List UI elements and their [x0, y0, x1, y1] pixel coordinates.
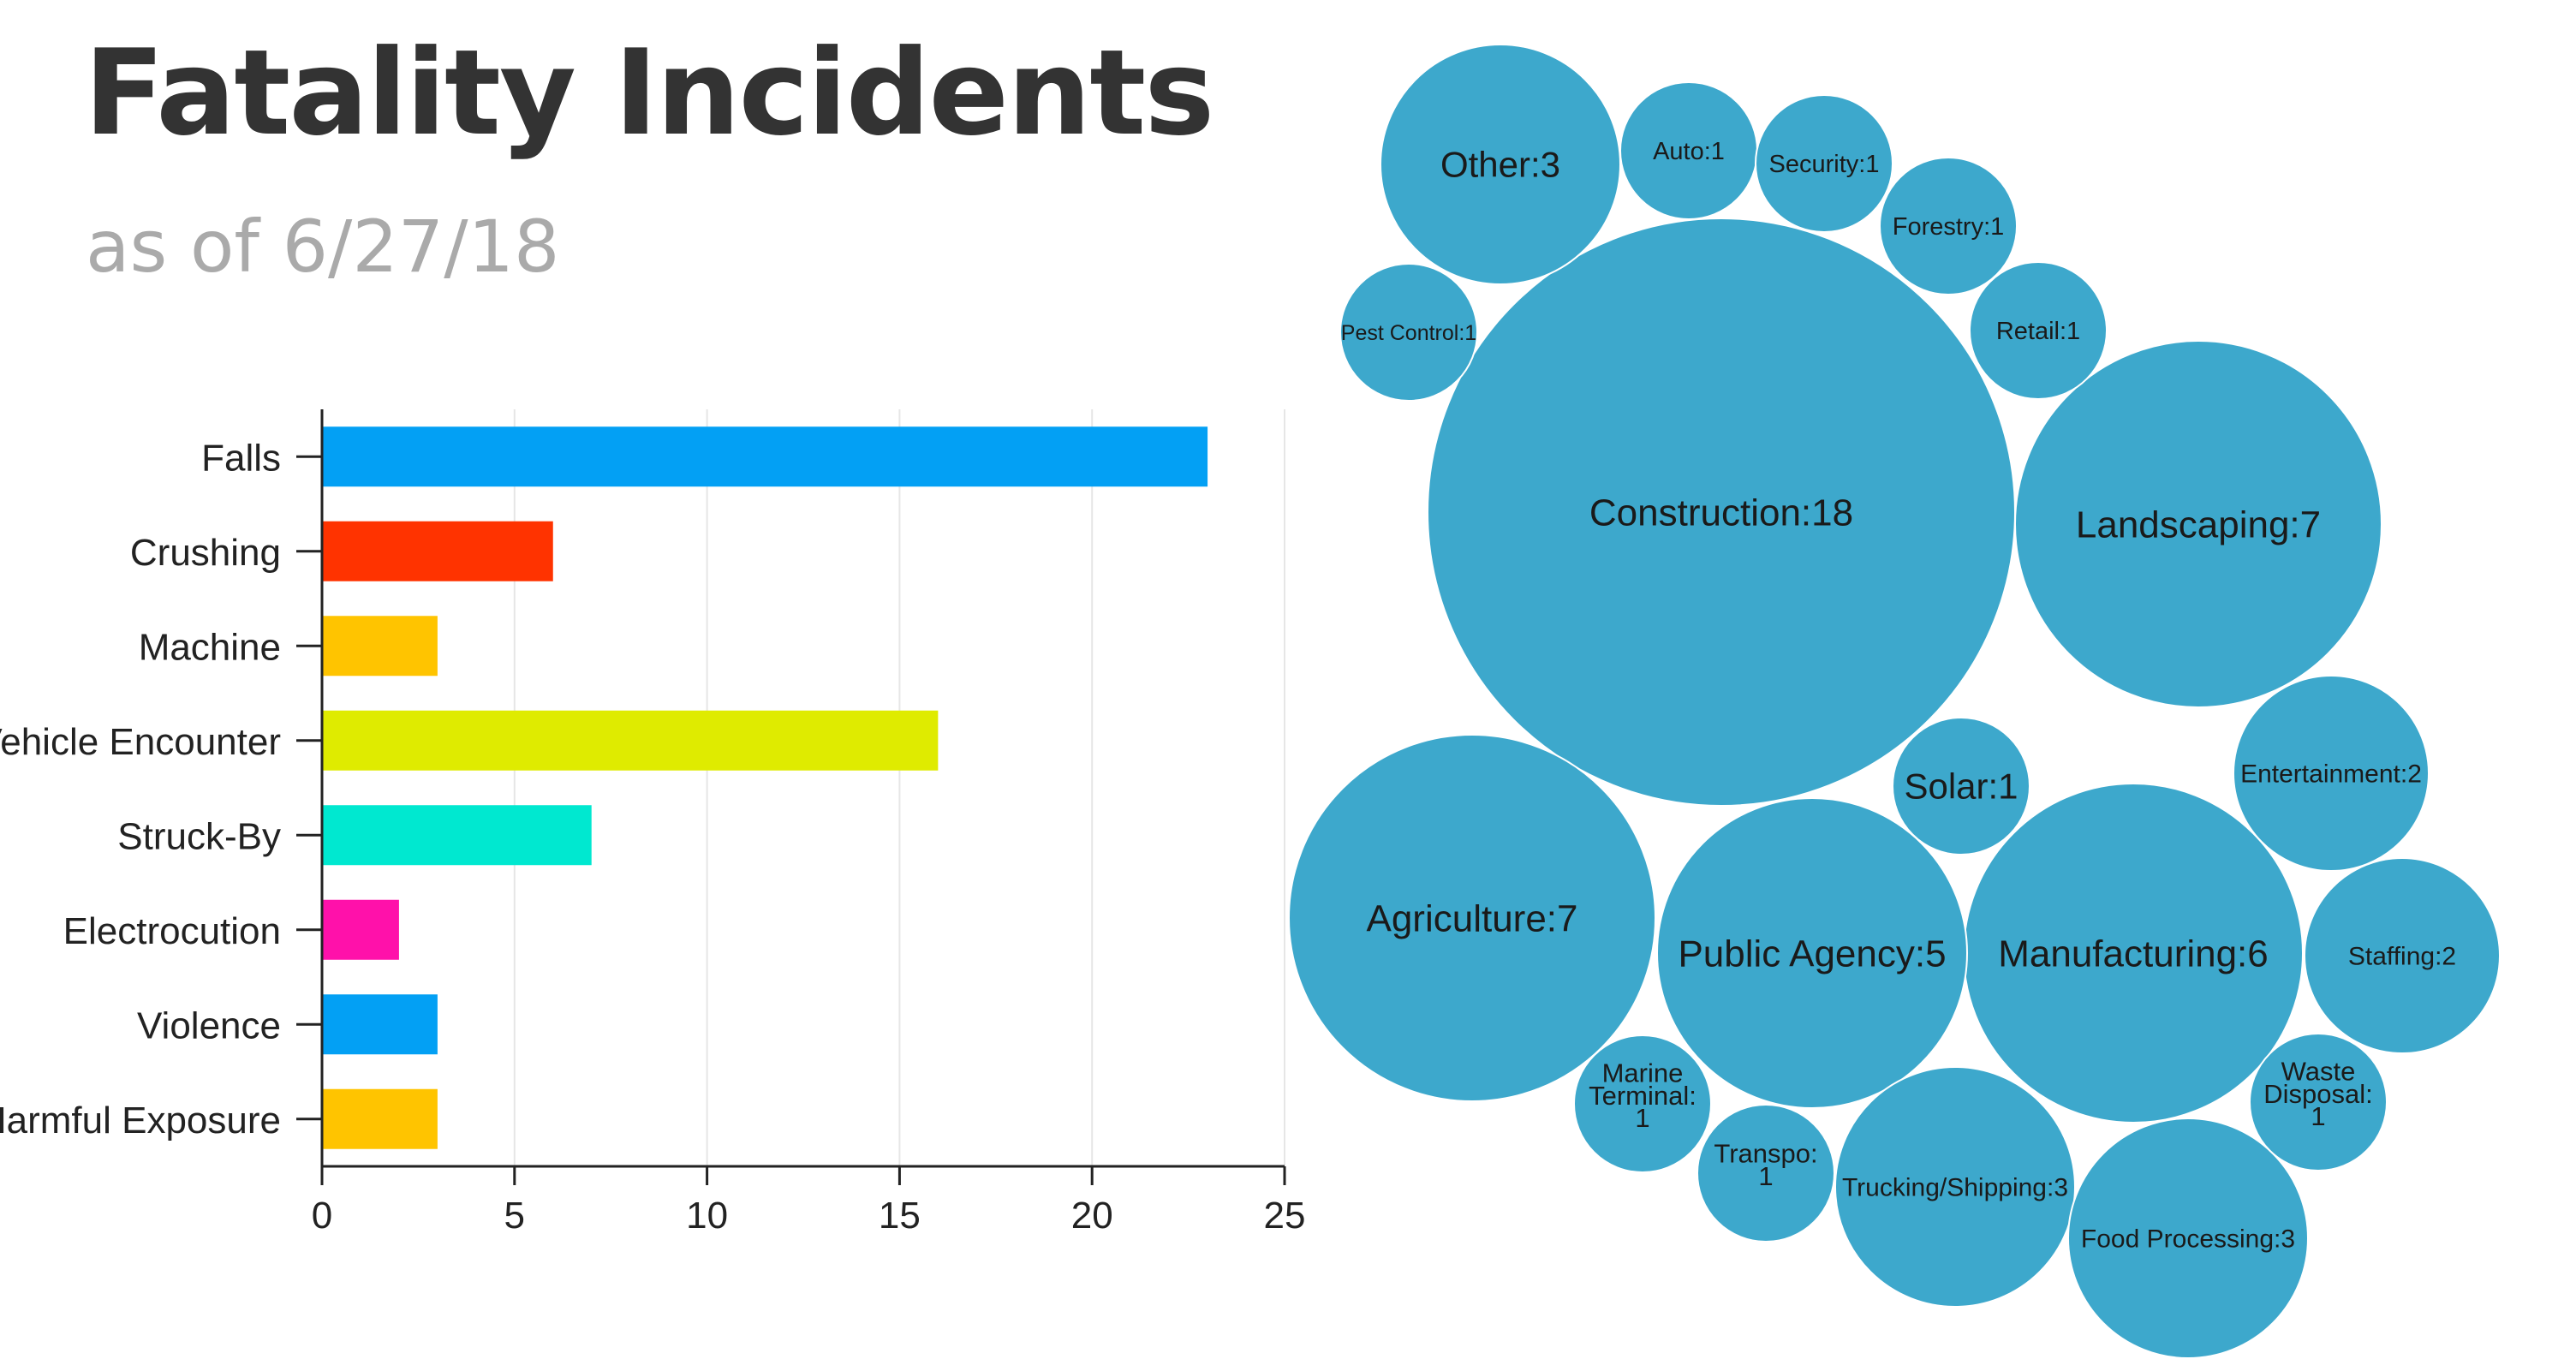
bubble-solar-1: Solar:1 [1892, 717, 2030, 855]
y-tick-label: Violence [137, 1004, 281, 1046]
bubble-circle [1892, 717, 2030, 855]
bar-electrocution [322, 899, 399, 960]
bubble-label: Pest Control:1 [1341, 321, 1476, 345]
bubble-other-3: Other:3 [1380, 44, 1621, 285]
y-tick-label: Crushing [130, 532, 281, 574]
bar-struck-by [322, 805, 592, 866]
bubble-retail-1: Retail:1 [1969, 261, 2108, 400]
bubble-label: Trucking/Shipping:3 [1842, 1174, 2068, 1202]
bubble-circle [1288, 734, 1656, 1102]
bubble-construction-18: Construction:18 [1427, 218, 2016, 807]
bubble-circle [1380, 44, 1621, 285]
bubble-label: Agriculture:7 [1366, 897, 1577, 939]
bubble-circle [2304, 857, 2501, 1054]
y-tick-label: Electrocution [63, 910, 281, 952]
bubble-label: Staffing:2 [2348, 943, 2456, 971]
bar-chart: Falls Crushing Machine Vehicle Encounter Str… [0, 409, 1306, 1237]
bubble-label: Food Processing:3 [2081, 1225, 2295, 1254]
bubble-public-agency-5: Public Agency:5 [1656, 797, 1968, 1109]
bubble-label: Solar:1 [1904, 766, 2018, 807]
bubble-marine-terminal-1: Marine Terminal: 1 [1573, 1034, 1712, 1173]
bubble-circle [2067, 1118, 2309, 1359]
bubble-auto-1: Auto:1 [1619, 81, 1758, 220]
y-tick-label: Falls [201, 437, 281, 479]
bubble-circle [2233, 675, 2430, 872]
bubble-circle [1339, 263, 1478, 402]
bubble-label: Waste Disposal: 1 [2263, 1057, 2373, 1132]
bubble-circle [1755, 94, 1893, 233]
bubble-label: Marine Terminal: 1 [1589, 1058, 1696, 1134]
bubble-label: Auto:1 [1653, 138, 1725, 165]
bubble-circle [1656, 797, 1968, 1109]
bubble-label: Other:3 [1440, 145, 1560, 185]
bubble-forestry-1: Forestry:1 [1879, 157, 2018, 295]
page-title: Fatality Incidents [84, 24, 1214, 162]
x-tick-label: 0 [312, 1195, 332, 1237]
bubble-staffing-2: Staffing:2 [2304, 857, 2501, 1054]
bubble-label: Manufacturing:6 [1998, 933, 2269, 975]
bubble-circle [1834, 1066, 2076, 1308]
bar-crushing [322, 521, 553, 581]
bubble-security-1: Security:1 [1755, 94, 1893, 233]
y-tick-label: Harmful Exposure [0, 1100, 281, 1141]
bar-machine [322, 616, 438, 677]
page-subtitle: as of 6/27/18 [86, 205, 560, 289]
x-tick-label: 15 [879, 1195, 921, 1237]
bubble-label: Entertainment:2 [2240, 760, 2422, 789]
bubble-label: Retail:1 [1996, 318, 2080, 345]
bubble-label: Security:1 [1769, 151, 1880, 178]
bubble-label: Transpo: 1 [1714, 1139, 1817, 1191]
bubble-circle [1879, 157, 2018, 295]
bubble-transpo-1: Transpo: 1 [1696, 1104, 1835, 1243]
bubble-manufacturing-6: Manufacturing:6 [1963, 783, 2304, 1124]
bubble-label: Landscaping:7 [2076, 504, 2321, 545]
x-tick-label: 5 [504, 1195, 525, 1237]
bubble-circle [1573, 1034, 1712, 1173]
x-tick-label: 20 [1071, 1195, 1113, 1237]
bubble-landscaping-7: Landscaping:7 [2014, 340, 2382, 708]
bar-violence [322, 994, 438, 1055]
bubble-waste-disposal-1: Waste Disposal: 1 [2249, 1033, 2388, 1171]
bubble-trucking-shipping-3: Trucking/Shipping:3 [1834, 1066, 2076, 1308]
bubble-label: Construction:18 [1589, 492, 1853, 533]
bubble-agriculture-7: Agriculture:7 [1288, 734, 1656, 1102]
x-tick-label: 10 [686, 1195, 728, 1237]
bar-harmful-exposure [322, 1088, 438, 1149]
x-tick-label: 25 [1264, 1195, 1306, 1237]
bubble-circle [2249, 1033, 2388, 1171]
bubble-circle [2014, 340, 2382, 708]
y-tick-label: Vehicle Encounter [0, 721, 281, 763]
bubble-label: Forestry:1 [1893, 213, 2005, 241]
bubble-circle [1969, 261, 2108, 400]
bubble-entertainment-2: Entertainment:2 [2233, 675, 2430, 872]
y-tick-label: Machine [139, 626, 281, 668]
bar-falls [322, 426, 1208, 487]
bubble-food-processing-3: Food Processing:3 [2067, 1118, 2309, 1359]
bubble-pest-control-1: Pest Control:1 [1339, 263, 1478, 402]
bubble-label: Public Agency:5 [1678, 933, 1946, 975]
y-tick-label: Struck-By [117, 815, 281, 857]
bubble-circle [1696, 1104, 1835, 1243]
bar-vehicle-encounter [322, 710, 939, 771]
